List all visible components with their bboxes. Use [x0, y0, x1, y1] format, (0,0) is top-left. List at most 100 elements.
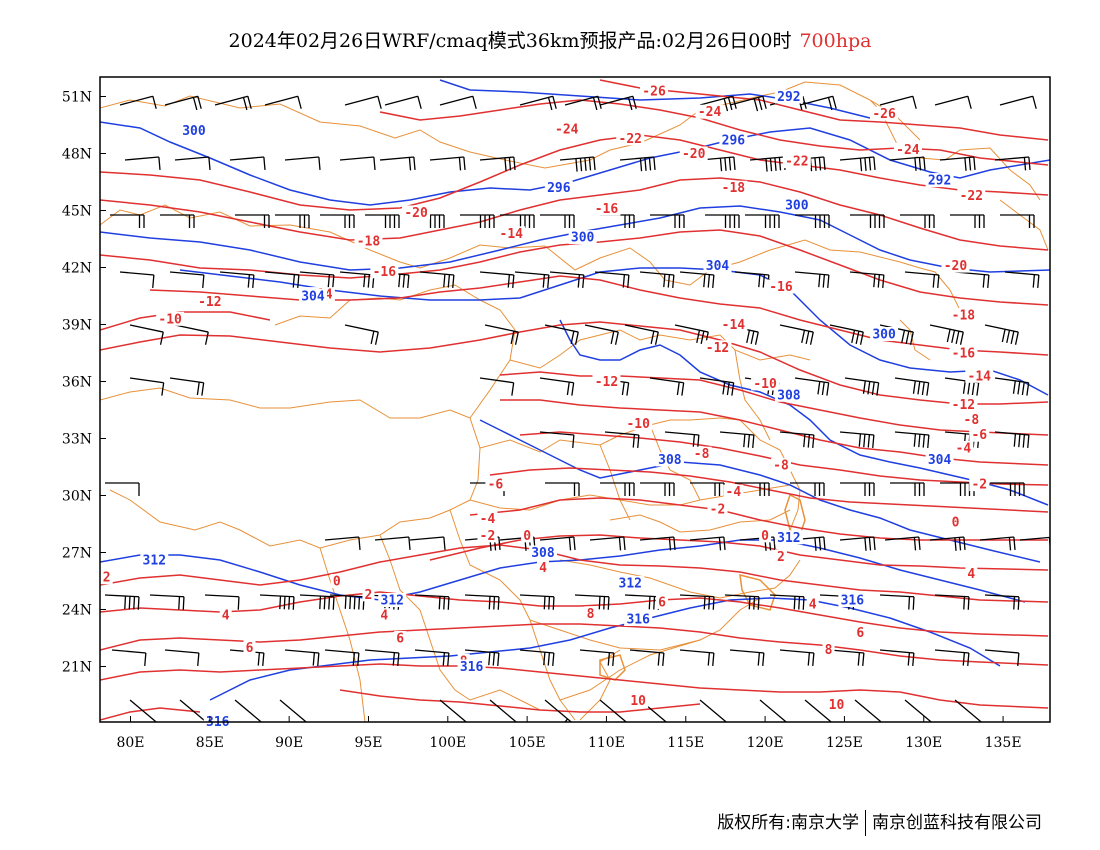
wind-barb [599, 699, 627, 722]
temp-label-bg [394, 631, 407, 645]
lon-label: 90E [275, 735, 303, 751]
temp-label: -6 [488, 478, 504, 493]
wind-barb [699, 699, 727, 722]
wind-barb [839, 536, 876, 551]
temp-label: -20 [944, 259, 968, 274]
wind-barb [379, 156, 416, 171]
temp-label: 6 [396, 632, 404, 647]
temp-label-bg [703, 340, 732, 355]
wind-barb [174, 324, 209, 345]
height-label: 308 [777, 388, 801, 403]
wind-barb [884, 536, 921, 551]
wind-barb [169, 271, 205, 288]
temp-label-bg [854, 625, 867, 640]
height-label: 316 [841, 594, 865, 609]
wind-barb [900, 214, 935, 228]
wind-barb [105, 482, 140, 496]
temp-label: -18 [722, 181, 746, 196]
temp-label-bg [949, 397, 978, 412]
wind-barb [999, 95, 1037, 109]
wind-barb [110, 214, 145, 228]
wind-barb [879, 649, 915, 666]
wind-barb [954, 699, 982, 722]
wind-barb [954, 271, 990, 288]
temp-label-bg [782, 154, 811, 169]
wind-barb [384, 95, 422, 109]
lon-label: 105E [509, 735, 546, 751]
height-label: 312 [381, 594, 404, 609]
wind-barb [749, 156, 786, 172]
country-boundaries [100, 81, 1049, 722]
height-label-bg [719, 133, 748, 148]
lat-label: 42N [62, 261, 92, 277]
temperature-labels: -26-24-24-22-20-22-26-24-18-22-20 -16-18-… [100, 83, 994, 713]
height-label-bg [544, 180, 573, 195]
wind-barb [939, 156, 976, 171]
wind-barb [844, 377, 880, 396]
wind-barb [299, 594, 335, 610]
temp-label: 2 [777, 550, 785, 565]
wind-barb [549, 271, 585, 288]
wind-barb [339, 156, 376, 171]
temp-label-bg [965, 566, 978, 581]
temp-label-bg [969, 477, 990, 492]
wind-barb [409, 536, 446, 551]
wind-barb [539, 377, 575, 396]
copyright-left: 版权所有:南京大学 [717, 813, 859, 833]
wind-barb [264, 271, 300, 288]
wind-barb [539, 431, 575, 448]
lon-label: 135E [985, 735, 1022, 751]
wind-barb [840, 482, 875, 496]
temp-label-bg [969, 427, 990, 442]
temp-label: 10 [829, 698, 845, 713]
wind-barb [779, 324, 814, 345]
wind-barb [929, 536, 966, 551]
wind-barb [724, 594, 760, 610]
temp-label-bg [719, 317, 748, 332]
wind-barb [729, 649, 765, 666]
temp-label: -24 [896, 143, 920, 158]
lon-label: 100E [429, 735, 466, 751]
lat-label: 33N [62, 432, 92, 448]
wind-barb [650, 214, 685, 228]
temp-label: -12 [706, 341, 729, 356]
temp-label: -4 [726, 485, 742, 500]
wind-barb [829, 649, 865, 666]
temp-label: -2 [971, 478, 987, 493]
temp-label-bg [156, 311, 185, 326]
temp-label-bg [378, 608, 391, 623]
wind-barb [284, 649, 320, 666]
wind-barb [600, 482, 635, 496]
wind-barb [179, 699, 207, 722]
temp-label-bg [362, 587, 375, 602]
lat-label: 30N [62, 489, 92, 505]
wind-barb [275, 214, 310, 228]
temp-label: 4 [809, 597, 817, 612]
wind-barb [479, 377, 515, 396]
wind-barb [839, 156, 876, 172]
wind-barb [745, 214, 780, 228]
wind-barb [934, 649, 970, 666]
wind-barb [624, 324, 659, 345]
temp-label: -20 [404, 206, 428, 221]
temp-label: -12 [595, 375, 618, 390]
height-label-bg [616, 575, 645, 590]
wind-barb [234, 699, 262, 722]
temp-label-bg [826, 697, 847, 712]
temp-label: -14 [968, 369, 992, 384]
temp-label: 4 [539, 561, 547, 576]
wind-barb [879, 594, 915, 610]
wind-barb [994, 156, 1031, 171]
wind-barb [990, 482, 1025, 496]
wind-barb [479, 271, 515, 288]
wind-barb [489, 699, 517, 722]
height-label: 292 [777, 90, 800, 105]
wind-barb [795, 214, 830, 228]
wind-barb [149, 594, 185, 610]
height-label: 312 [777, 531, 800, 546]
temp-label-bg [770, 458, 791, 473]
longitude-labels: 80E 85E 90E 95E 100E 105E 110E 115E 120E 125E 130E… [116, 735, 1021, 751]
temp-label: 8 [587, 607, 595, 622]
copyright-footer: 版权所有:南京大学 南京创蓝科技有限公司 [717, 808, 1042, 836]
